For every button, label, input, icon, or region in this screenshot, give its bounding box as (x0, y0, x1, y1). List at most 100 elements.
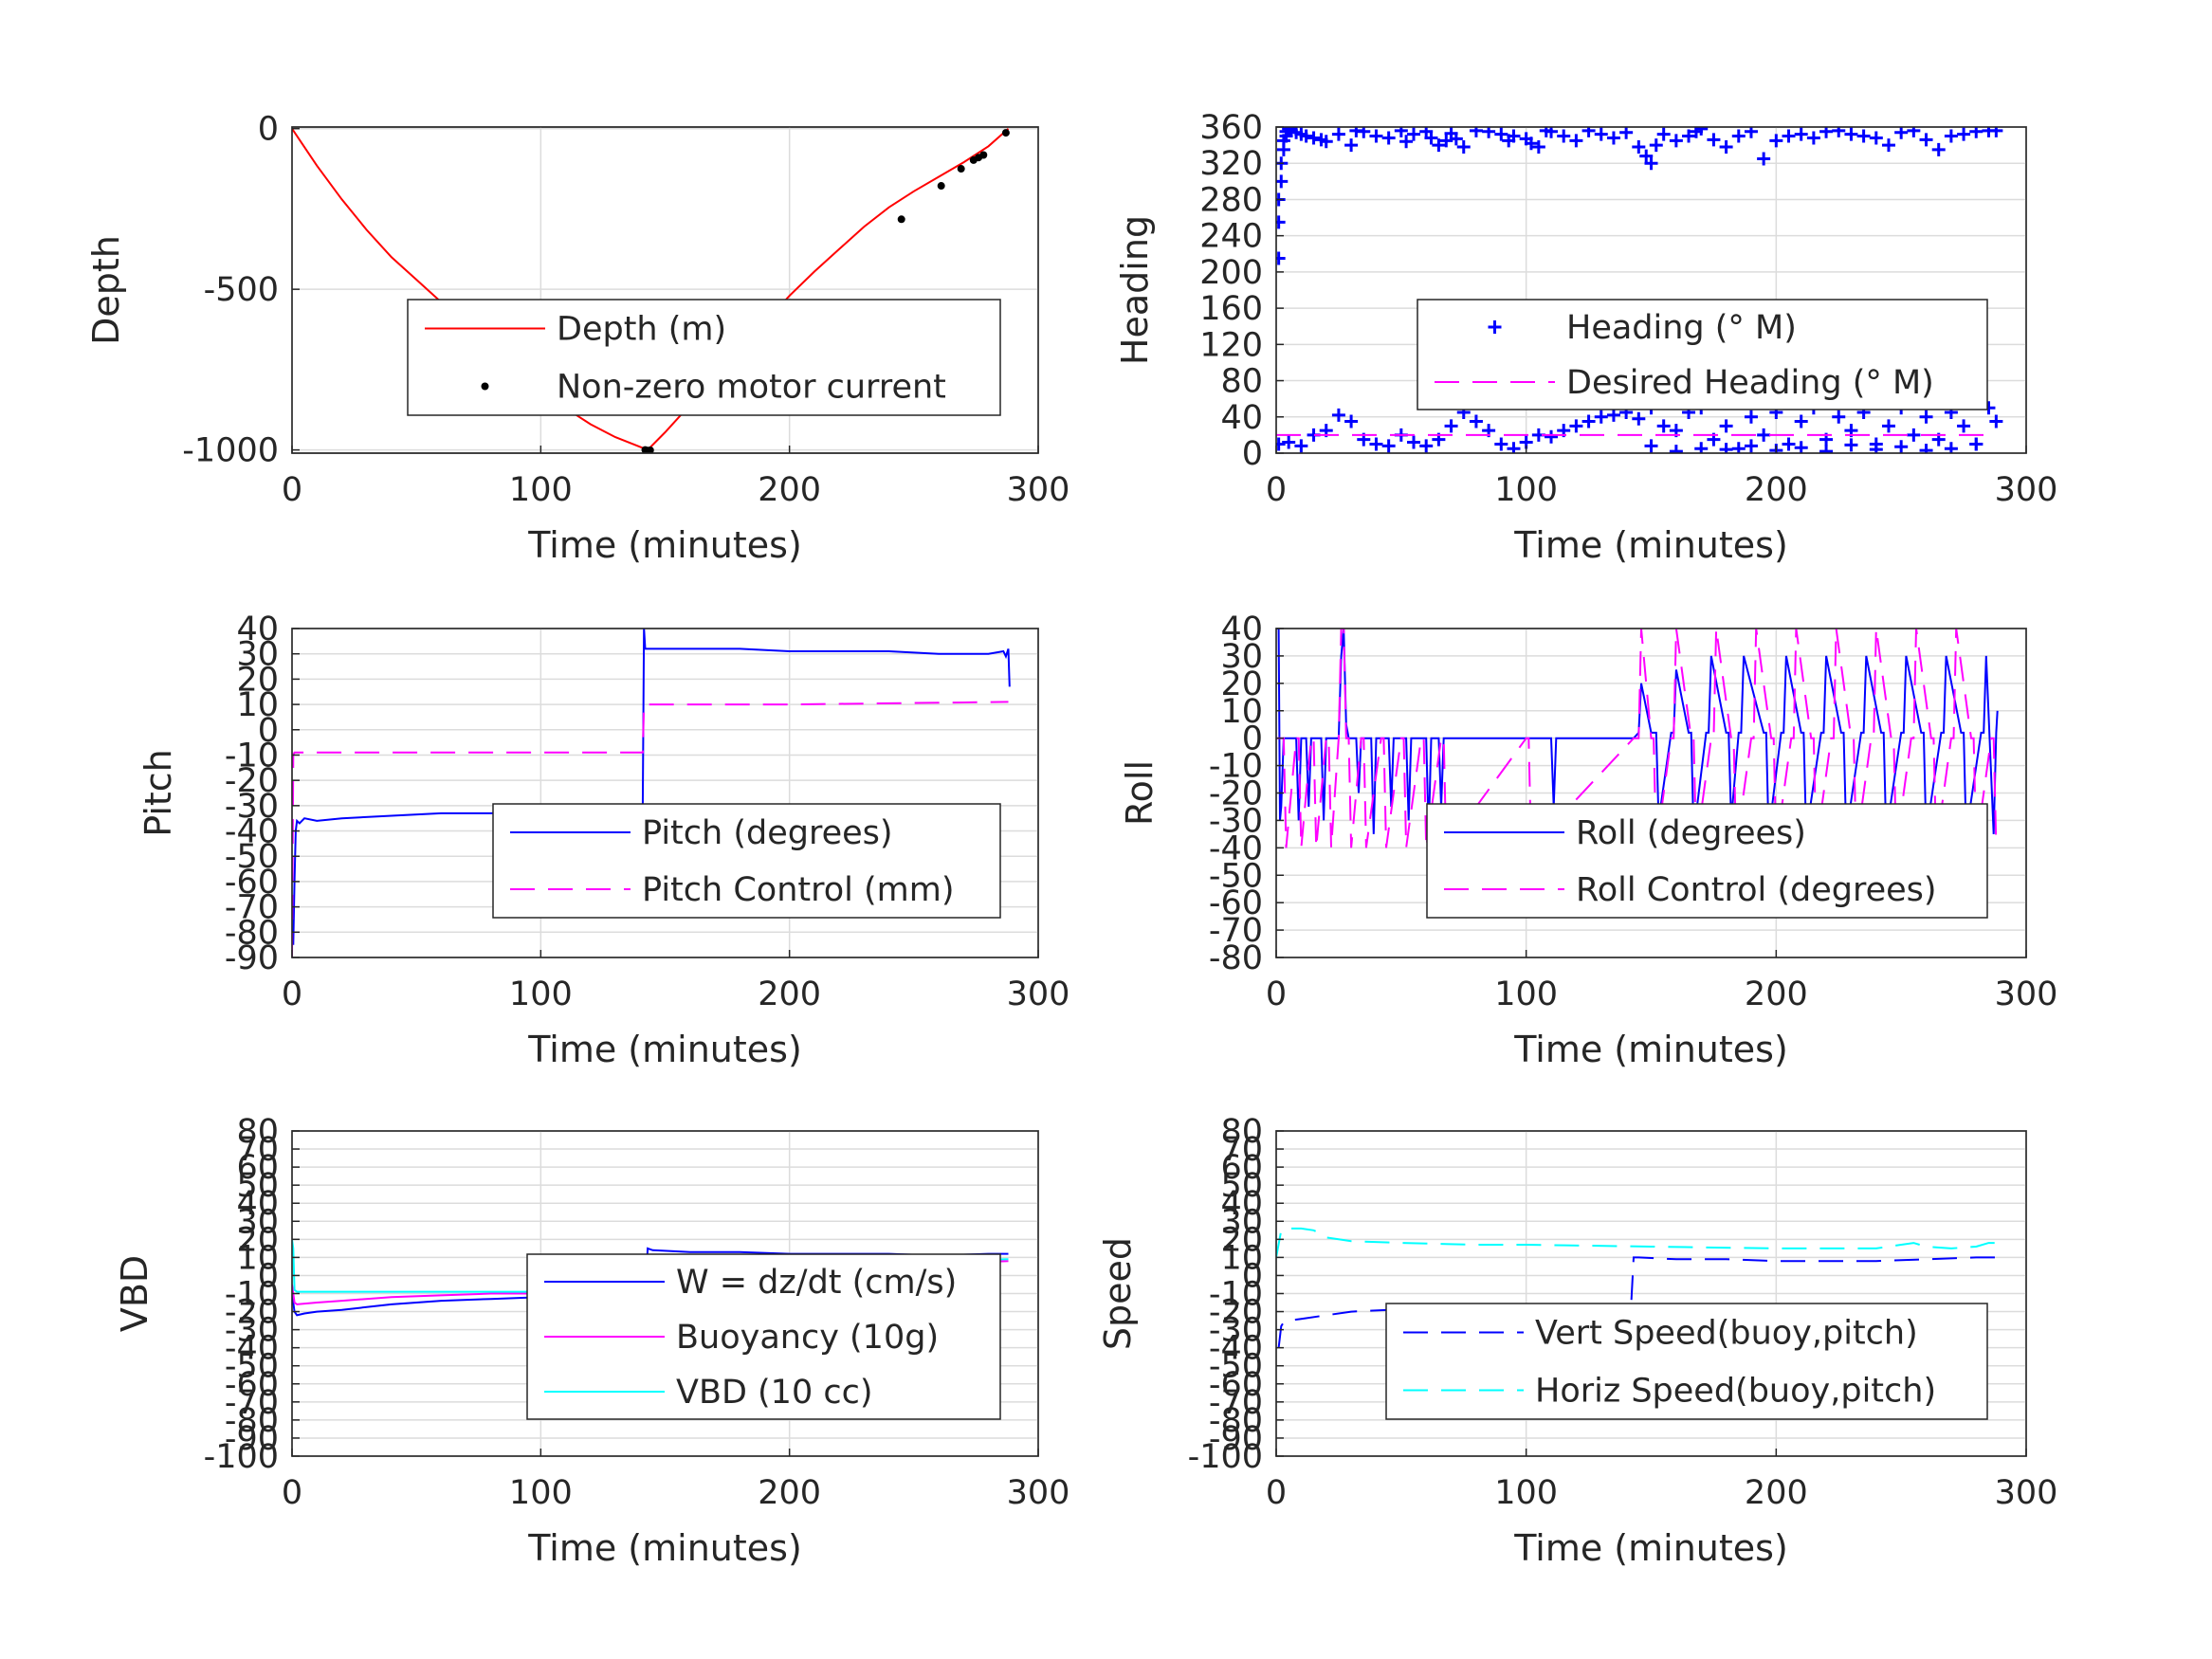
y-tick-label: 40 (1220, 399, 1263, 437)
y-tick-label: 60 (236, 1149, 279, 1187)
y-tick-label: 60 (1220, 1149, 1263, 1187)
y-tick-label: -80 (1209, 939, 1263, 977)
data-point (1832, 127, 1846, 137)
data-point (1782, 437, 1796, 451)
y-tick-label: -80 (1209, 1402, 1263, 1440)
data-point (1307, 131, 1321, 145)
legend-box (492, 803, 1001, 919)
axes-border (1275, 126, 2027, 454)
series-line-roll-degrees (1276, 629, 1999, 835)
y-tick-label: -20 (1209, 775, 1263, 813)
y-tick-label: -1000 (182, 432, 279, 470)
data-point (1581, 414, 1596, 428)
x-tick-label: 100 (509, 975, 573, 1013)
y-tick-label: 50 (1220, 1167, 1263, 1205)
chart-panel-roll: 0 100 200 300-80-70-60-50-40-30-20-10010203… (1119, 611, 2057, 1070)
legend: Depth (m) Non-zero motor current (407, 299, 1001, 416)
y-tick-label: -80 (225, 914, 279, 952)
data-point (1919, 133, 1933, 147)
data-point (1494, 437, 1508, 451)
data-point (1719, 443, 1733, 453)
y-tick-label: 0 (1242, 435, 1263, 473)
data-point (1294, 439, 1308, 453)
data-point (1276, 215, 1286, 229)
y-tick-label: -70 (1209, 1384, 1263, 1422)
data-point (1319, 135, 1333, 149)
y-tick-label: -30 (225, 788, 279, 826)
legend-entry: VBD (10 cc) (676, 1374, 873, 1412)
x-axis-label: Time (minutes) (1513, 1029, 1788, 1070)
data-point (1381, 439, 1396, 453)
data-point (1656, 127, 1671, 141)
x-tick-label: 100 (509, 1474, 573, 1512)
data-point (1331, 127, 1345, 141)
y-tick-label: 80 (1220, 363, 1263, 401)
y-tick-label: 10 (236, 686, 279, 724)
series-line-horiz-speed-buoy-pitch (1276, 1227, 1997, 1258)
data-point (1606, 131, 1620, 145)
y-tick-label: 40 (236, 1185, 279, 1223)
legend-entry: Buoyancy (10g) (676, 1319, 939, 1357)
y-tick-label: 10 (236, 1239, 279, 1277)
y-tick-label: -20 (1209, 1294, 1263, 1332)
y-axis-label: VBD (114, 1255, 155, 1332)
x-tick-label: 0 (282, 975, 302, 1013)
x-tick-label: 100 (1494, 471, 1558, 509)
data-point (1369, 129, 1383, 143)
data-point (1432, 138, 1446, 153)
y-tick-label: 80 (236, 1113, 279, 1151)
y-tick-label: -60 (225, 864, 279, 902)
y-tick-label: -70 (1209, 912, 1263, 950)
data-point (1619, 127, 1634, 139)
series-line-roll-control-degrees (1276, 629, 1998, 851)
data-point (1649, 138, 1663, 153)
data-point (1881, 419, 1895, 433)
x-tick-label: 0 (282, 1474, 302, 1512)
y-tick-label: -30 (225, 1312, 279, 1350)
x-tick-label: 0 (1266, 471, 1287, 509)
y-tick-label: -50 (1209, 1348, 1263, 1386)
y-tick-label: -40 (225, 1330, 279, 1368)
data-point (1907, 428, 1921, 442)
y-tick-label: -100 (1188, 1438, 1263, 1476)
data-point (1531, 140, 1545, 155)
data-point (1606, 408, 1620, 422)
data-point (1919, 410, 1933, 424)
data-point (1594, 127, 1608, 141)
x-tick-label: 300 (1007, 1474, 1070, 1512)
y-tick-label: 30 (1220, 1203, 1263, 1241)
y-axis-label: Pitch (137, 749, 179, 837)
series-group (1276, 629, 1999, 851)
y-tick-label: 0 (1242, 720, 1263, 758)
y-tick-label: 50 (236, 1167, 279, 1205)
data-point (1581, 127, 1596, 137)
y-tick-label: 160 (1199, 290, 1263, 328)
data-point (1524, 137, 1538, 151)
data-point (957, 165, 965, 173)
x-tick-label: 200 (758, 1474, 821, 1512)
data-point (1744, 439, 1758, 453)
data-point (1344, 138, 1359, 153)
data-point (1769, 134, 1783, 148)
legend-entry: Heading (° M) (1566, 309, 1797, 347)
data-point (1856, 129, 1871, 143)
data-point (1869, 443, 1883, 453)
data-point (1545, 429, 1559, 444)
chart-panel-speed: 0 100 200 300-100-90-80-70-60-50-40-30-20-1… (1097, 1113, 2057, 1569)
data-point (1276, 251, 1286, 265)
data-point (1282, 127, 1296, 136)
data-point (1694, 127, 1709, 136)
y-tick-label: 70 (1220, 1131, 1263, 1169)
y-axis-label: Speed (1097, 1237, 1139, 1350)
data-point (937, 182, 945, 191)
data-point (1424, 131, 1438, 145)
y-tick-label: -70 (225, 1384, 279, 1422)
data-point (979, 151, 988, 159)
y-tick-label: -10 (1209, 748, 1263, 786)
x-tick-label: 100 (509, 471, 573, 509)
legend-swatch (481, 382, 489, 391)
y-tick-label: 320 (1199, 145, 1263, 183)
data-point (1794, 441, 1808, 453)
data-point (1757, 428, 1771, 442)
y-tick-label: -80 (225, 1402, 279, 1440)
